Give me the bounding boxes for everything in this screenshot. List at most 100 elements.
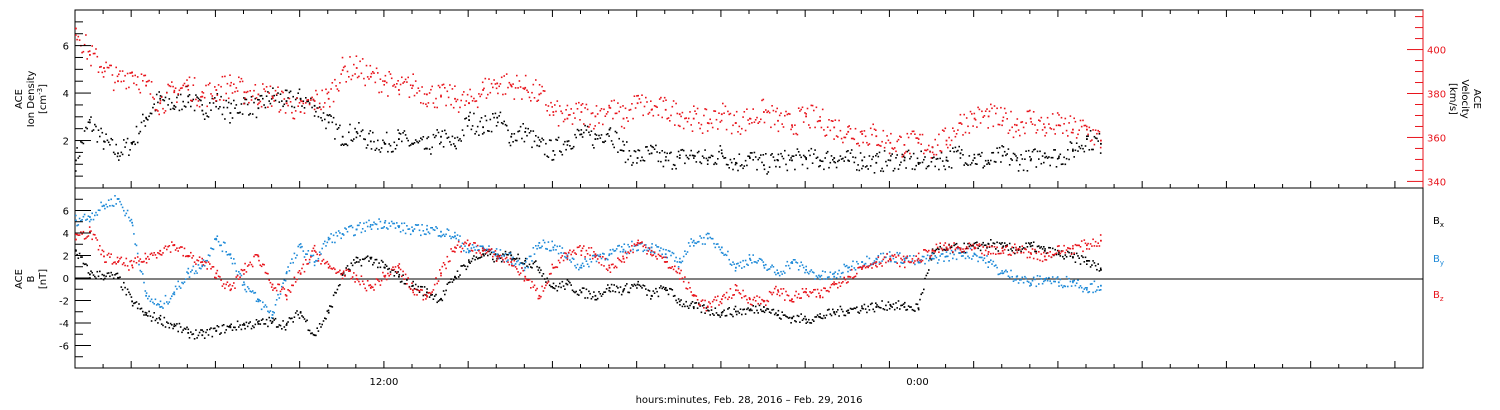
by-point [257, 298, 259, 300]
density-point [502, 122, 504, 125]
velocity-point [900, 136, 902, 138]
velocity-point [179, 87, 182, 90]
velocity-point-sample [482, 89, 484, 91]
velocity-point [821, 108, 824, 111]
bz-point [1051, 253, 1054, 256]
by-point [866, 255, 868, 258]
velocity-point-sample [355, 67, 358, 69]
density-point [116, 155, 119, 158]
bz-point-sample [1057, 249, 1060, 252]
velocity-axis-title-line2: Velocity [1459, 79, 1470, 118]
density-point [676, 155, 679, 158]
bx-point [722, 311, 724, 313]
by-point [639, 243, 642, 245]
bz-point [1070, 253, 1073, 255]
by-point [852, 260, 854, 263]
by-point [882, 252, 885, 255]
by-point [512, 256, 514, 259]
bx-point [647, 289, 650, 291]
by-point [1062, 286, 1064, 289]
bx-point [634, 284, 637, 287]
bx-point [191, 333, 193, 336]
velocity-point [425, 103, 427, 105]
bz-point [709, 302, 711, 305]
density-point [933, 156, 935, 159]
density-point [760, 154, 762, 156]
by-point [450, 237, 452, 240]
by-point [171, 295, 173, 297]
density-point [158, 91, 160, 93]
bx-point [1049, 247, 1051, 249]
velocity-point [768, 111, 771, 114]
bz-point-sample [398, 266, 400, 269]
density-point [751, 152, 753, 154]
velocity-point [808, 124, 810, 126]
by-point [693, 245, 695, 247]
by-point [795, 261, 797, 263]
velocity-point [742, 116, 744, 118]
bz-point [355, 274, 358, 277]
by-point [546, 248, 548, 250]
velocity-point [220, 85, 222, 88]
by-point [694, 242, 696, 244]
bx-point-sample [103, 274, 105, 277]
bz-point [585, 249, 588, 252]
velocity-point [87, 50, 90, 53]
bz-point [459, 246, 461, 248]
bx-point [470, 260, 473, 263]
by-point [1036, 275, 1039, 277]
bz-point [863, 265, 866, 267]
bx-point [612, 290, 614, 292]
bz-point [519, 272, 522, 274]
velocity-point [816, 120, 819, 123]
bx-point [214, 327, 216, 330]
bz-point [470, 249, 473, 252]
by-point [637, 249, 639, 251]
by-point [571, 257, 574, 260]
bz-point [979, 244, 982, 247]
velocity-point [880, 145, 882, 147]
bz-point [201, 257, 203, 260]
bx-point [532, 262, 535, 265]
density-point [317, 115, 320, 118]
bx-point [241, 324, 244, 326]
bz-point [787, 294, 790, 297]
by-point-sample [678, 261, 681, 263]
by-point [615, 248, 618, 250]
density-point-sample [931, 157, 934, 159]
density-point [762, 154, 765, 156]
bx-point [742, 308, 744, 311]
velocity-point [631, 103, 633, 105]
by-point [365, 221, 368, 224]
bz-point [772, 291, 775, 294]
bz-point [154, 254, 157, 256]
density-point [147, 119, 149, 121]
velocity-point [421, 86, 423, 88]
bx-point [757, 312, 759, 314]
bz-point [507, 261, 509, 263]
velocity-point [656, 106, 658, 108]
bz-point [607, 269, 609, 272]
bz-point [626, 256, 628, 259]
density-point [75, 170, 77, 172]
bx-point [263, 323, 265, 325]
velocity-points [75, 27, 1102, 159]
density-point [829, 161, 832, 164]
by-point [957, 247, 959, 250]
velocity-point [856, 143, 858, 145]
bz-point [509, 257, 512, 260]
velocity-point [984, 110, 987, 112]
by-point [403, 222, 406, 224]
density-point [852, 156, 854, 158]
bx-point [97, 275, 100, 278]
velocity-point [136, 76, 139, 78]
bx-point [284, 329, 287, 331]
density-point [85, 126, 87, 129]
velocity-point [1083, 124, 1086, 127]
bz-point [1053, 254, 1055, 256]
velocity-point [1003, 107, 1006, 110]
by-point [581, 262, 584, 265]
bx-point [206, 329, 208, 331]
density-point [940, 151, 943, 154]
bx-point [456, 270, 459, 272]
